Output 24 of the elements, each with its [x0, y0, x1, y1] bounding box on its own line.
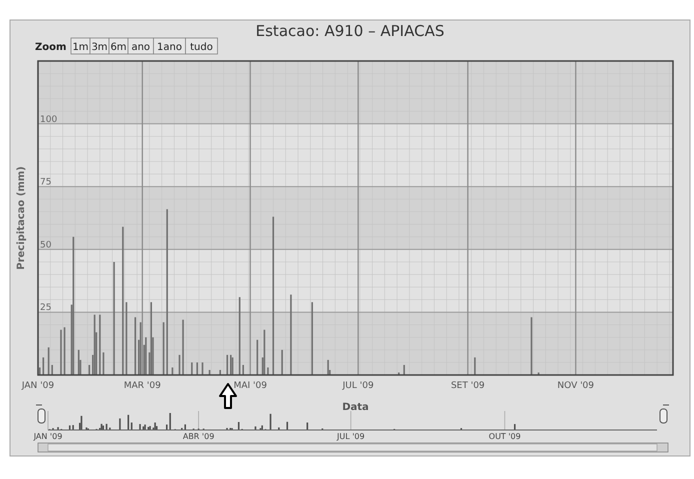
x-tick-label: NOV '09: [557, 381, 594, 391]
x-tick-label: JUL '09: [342, 381, 374, 391]
text: 6m: [110, 42, 127, 53]
text: ano: [131, 42, 150, 53]
y-tick-label: 25: [40, 303, 52, 314]
text: 3m: [91, 42, 108, 53]
text: 1m: [72, 42, 89, 53]
x-tick-label: JAN '09: [32, 432, 62, 441]
x-tick-label: SET '09: [450, 381, 485, 391]
x-axis-title: Data: [342, 402, 369, 413]
chart-title: Estacao: A910 – APIACAS: [256, 22, 444, 40]
y-tick-label: 100: [40, 114, 58, 125]
y-tick-label: 50: [40, 240, 52, 250]
y-axis-title: Precipitacao (mm): [16, 166, 27, 270]
x-tick-label: OUT '09: [488, 432, 521, 441]
x-tick-label: JAN '09: [20, 381, 54, 391]
x-tick-label: ABR '09: [182, 432, 214, 441]
text: Zoom: [35, 42, 66, 53]
y-tick-label: 75: [40, 178, 52, 188]
x-tick-label: JUL '09: [336, 432, 365, 441]
text: tudo: [190, 42, 213, 53]
x-tick-label: MAR '09: [124, 381, 162, 391]
x-tick-label: MAI '09: [234, 381, 268, 391]
text: 1ano: [157, 42, 182, 53]
